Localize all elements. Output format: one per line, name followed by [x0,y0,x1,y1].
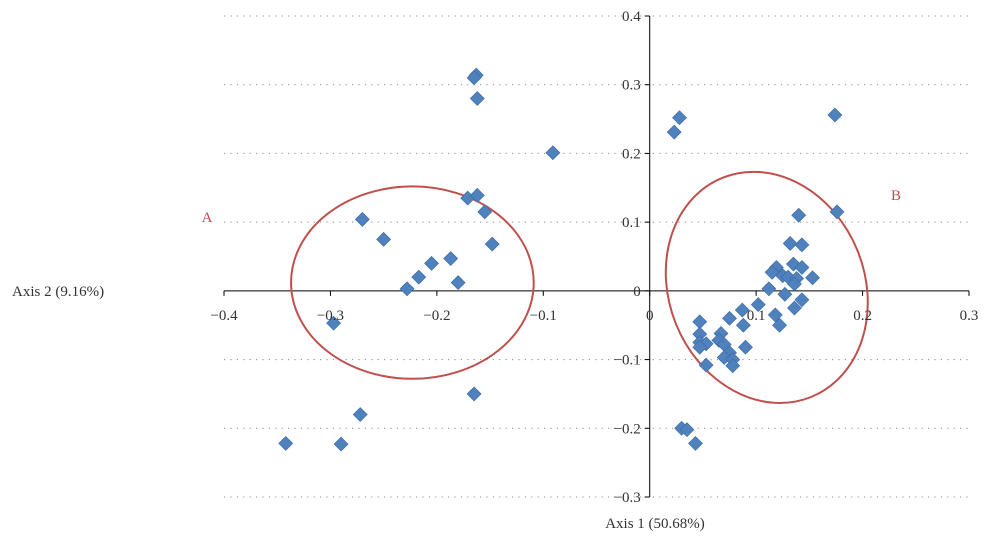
data-point [692,339,708,355]
data-point [692,314,708,330]
data-point [794,292,810,308]
data-point [352,407,368,422]
x-tick-label: −0.1 [530,308,557,324]
data-point [411,269,427,285]
data-point [477,204,493,220]
data-point [734,302,750,318]
tick-labels: 0.4 0.3 0.2 0.1 0 −0.1 −0.2 −0.3 −0.4 −0.3 −0.2 −0.… [202,9,979,506]
data-points [278,67,845,452]
data-point [782,236,798,251]
data-point [484,236,500,252]
data-point [785,256,801,272]
data-point [738,339,753,355]
data-point [787,300,802,316]
data-point [794,237,810,253]
y-tick-label: 0.3 [622,78,641,94]
x-tick-label: −0.2 [423,308,450,324]
data-point [469,91,485,106]
y-tick-label: −0.2 [613,421,640,437]
data-point [469,187,485,203]
cluster-label-a: A [202,210,213,226]
data-point [399,281,415,297]
data-point [666,124,682,140]
data-point [450,275,466,291]
data-point [722,310,737,326]
data-point [805,270,820,286]
data-point [354,211,370,227]
y-tick-label: 0 [633,284,641,300]
cluster-ellipses [290,170,869,404]
data-point [794,260,810,275]
data-point [787,276,802,292]
axes [223,15,970,498]
x-tick-label: 0.3 [960,308,979,324]
data-point [698,357,714,373]
data-point [545,145,561,161]
data-point [376,231,392,247]
y-axis-title: Axis 2 (9.16%) [12,284,104,300]
x-tick-label: −0.4 [210,308,238,324]
data-point [672,110,687,126]
y-tick-label: 0.4 [622,9,641,25]
data-point [326,315,342,331]
data-point [424,255,439,271]
data-point [827,107,843,123]
x-tick-label: 0.2 [853,308,872,324]
cluster-label-b: B [891,188,901,204]
data-point [466,386,482,402]
data-point [443,251,459,266]
data-point [688,435,703,451]
data-point [772,317,787,333]
x-tick-label: 0 [646,308,654,324]
data-point [735,317,751,333]
data-point [750,297,766,313]
x-axis-title: Axis 1 (50.68%) [605,516,705,532]
data-point [791,207,807,223]
gridlines [224,15,969,498]
data-point [761,281,777,297]
x-tick-label: 0.1 [747,308,766,324]
cluster-ellipse-b [664,170,869,404]
y-tick-label: 0.1 [622,215,641,231]
y-tick-label: 0.2 [622,146,641,162]
data-point [333,436,349,452]
data-point [767,307,783,323]
data-point [829,204,845,220]
data-point [777,286,793,302]
data-point [698,336,714,352]
y-tick-label: −0.3 [613,490,640,506]
data-point [725,358,741,374]
y-tick-label: −0.1 [613,353,640,369]
data-point [278,435,294,451]
data-point [679,422,695,438]
cluster-ellipse-a [290,185,535,380]
data-point [466,70,482,86]
x-tick-label: −0.3 [317,308,344,324]
